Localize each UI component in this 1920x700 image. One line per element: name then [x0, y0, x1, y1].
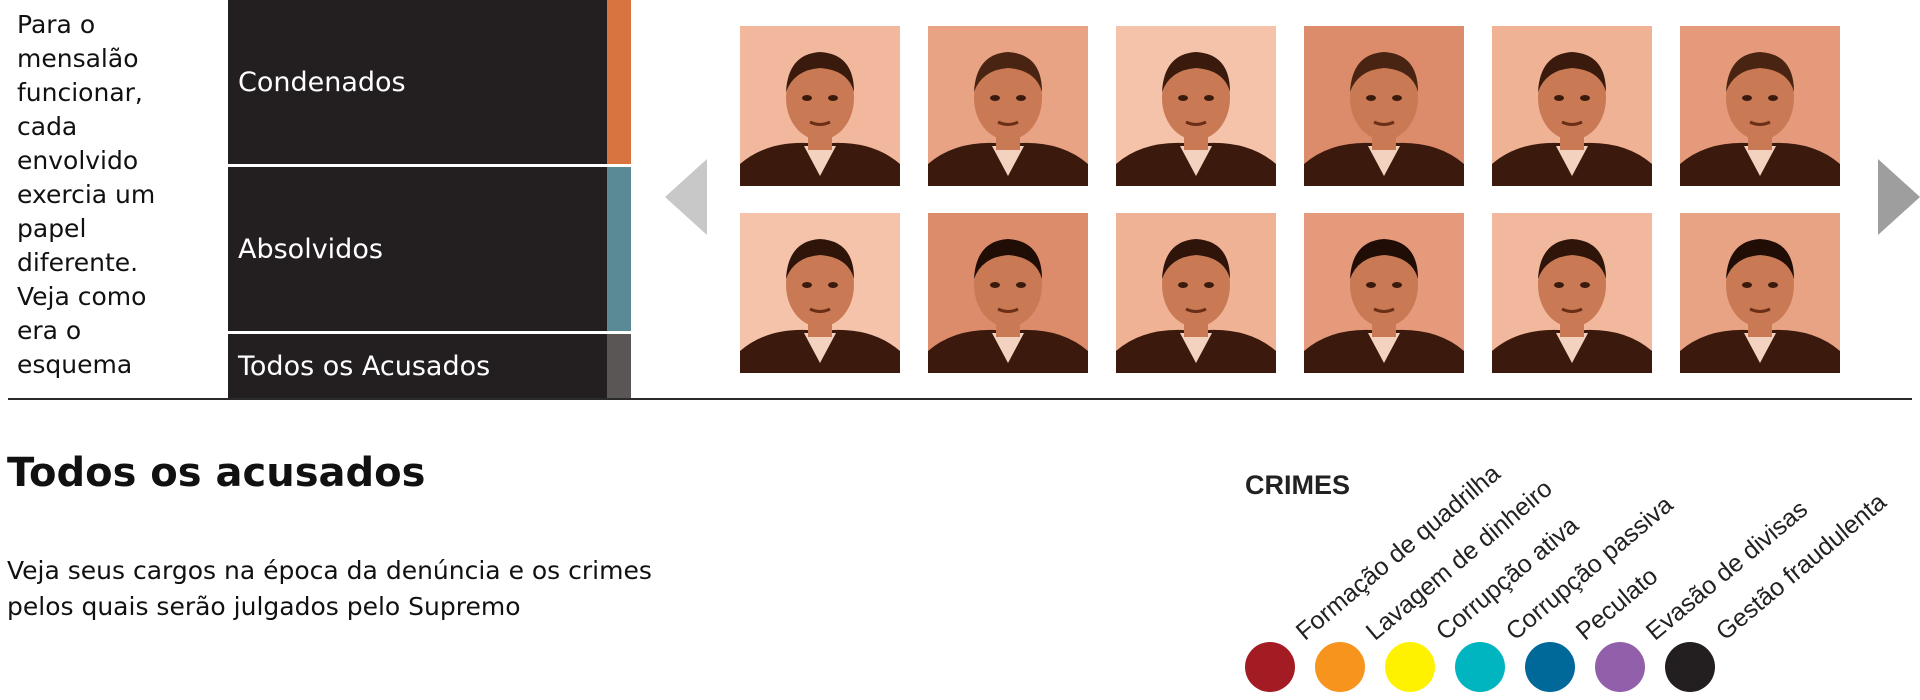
intro-line: cada	[17, 112, 78, 141]
chevron-left-icon[interactable]	[665, 159, 707, 235]
menu-item-condenados[interactable]: Condenados	[228, 0, 631, 164]
crime-dot-formacao-de-quadrilha[interactable]	[1245, 642, 1295, 692]
intro-line: Para o	[17, 10, 96, 39]
intro-line: papel	[17, 214, 87, 243]
divider	[8, 398, 1912, 400]
intro-line: diferente.	[17, 248, 139, 277]
portrait-photo[interactable]	[1680, 26, 1840, 186]
menu-item-label: Absolvidos	[238, 233, 383, 265]
portrait-photo[interactable]	[1680, 213, 1840, 373]
portrait-photo[interactable]	[928, 26, 1088, 186]
menu-item-label: Condenados	[238, 66, 406, 98]
menu-color-bar	[607, 334, 631, 399]
crime-dot-peculato[interactable]	[1525, 642, 1575, 692]
crime-dot-gestao-fraudulenta[interactable]	[1665, 642, 1715, 692]
intro-line: era o	[17, 316, 82, 345]
menu-color-bar	[607, 0, 631, 164]
portrait-photo[interactable]	[1116, 26, 1276, 186]
intro-line: Veja como	[17, 282, 147, 311]
intro-line: exercia um	[17, 180, 156, 209]
subtitle-line: Veja seus cargos na época da denúncia e …	[7, 556, 652, 585]
portrait-photo[interactable]	[1492, 213, 1652, 373]
portrait-photo[interactable]	[740, 26, 900, 186]
portrait-photo[interactable]	[1304, 26, 1464, 186]
intro-line: esquema	[17, 350, 133, 379]
crime-dot-corrupcao-ativa[interactable]	[1385, 642, 1435, 692]
portrait-photo[interactable]	[1492, 26, 1652, 186]
menu-item-absolvidos[interactable]: Absolvidos	[228, 167, 631, 331]
intro-line: mensalão	[17, 44, 139, 73]
menu-color-bar	[607, 167, 631, 331]
intro-line: funcionar,	[17, 78, 143, 107]
intro-line: envolvido	[17, 146, 139, 175]
section-subtitle: Veja seus cargos na época da denúncia e …	[7, 553, 767, 625]
subtitle-line: pelos quais serão julgados pelo Supremo	[7, 592, 521, 621]
chevron-right-icon[interactable]	[1878, 159, 1920, 235]
menu-item-label: Todos os Acusados	[238, 351, 491, 382]
portrait-photo[interactable]	[928, 213, 1088, 373]
category-menu: Condenados Absolvidos Todos os Acusados	[228, 0, 631, 399]
portrait-photo[interactable]	[1116, 213, 1276, 373]
crimes-heading: CRIMES	[1245, 470, 1351, 500]
crime-dot-evasao-de-divisas[interactable]	[1595, 642, 1645, 692]
intro-text: Para o mensalão funcionar, cada envolvid…	[17, 8, 217, 382]
menu-item-todos-os-acusados[interactable]: Todos os Acusados	[228, 334, 631, 399]
section-title: Todos os acusados	[7, 450, 426, 496]
crime-dot-corrupcao-passiva[interactable]	[1455, 642, 1505, 692]
crime-dot-lavagem-de-dinheiro[interactable]	[1315, 642, 1365, 692]
portrait-photo[interactable]	[740, 213, 900, 373]
portrait-photo[interactable]	[1304, 213, 1464, 373]
